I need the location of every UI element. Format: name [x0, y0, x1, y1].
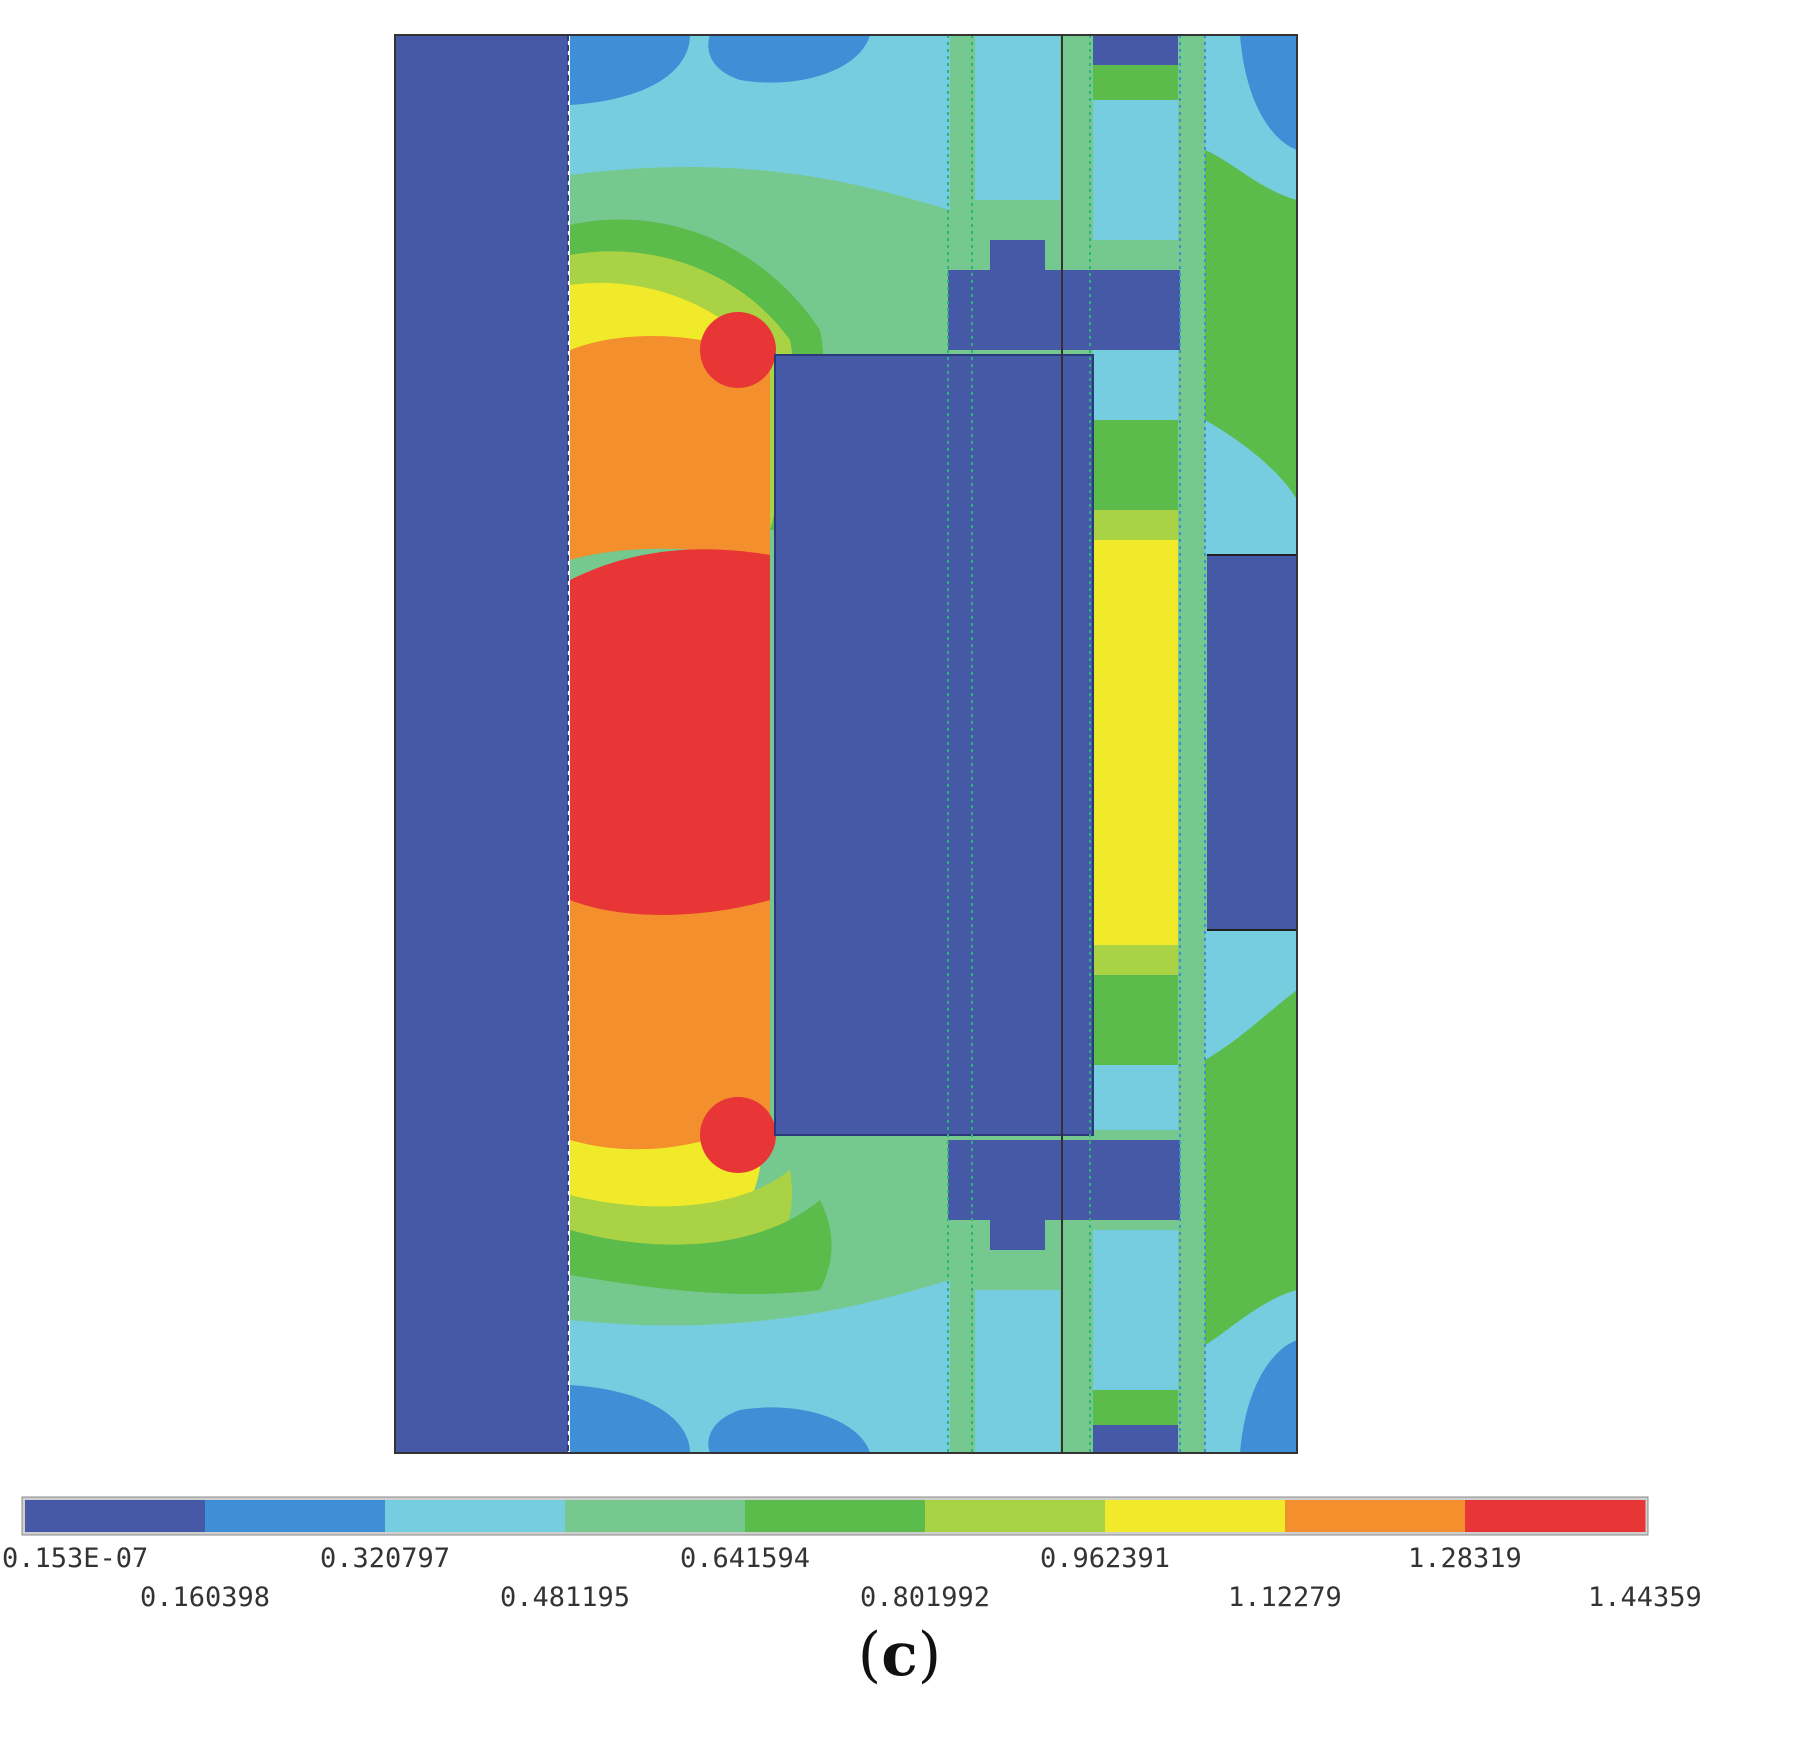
colorbar-tick-label-2: 0.160398	[140, 1582, 271, 1613]
upper-left-slot-tip	[975, 200, 1060, 240]
lower-pole-piece	[948, 1140, 1180, 1220]
contour-zone-red-center	[570, 549, 770, 945]
contour-zone-green-lower	[570, 1200, 832, 1295]
colorbar-tick-label-4: 0.481195	[500, 1582, 631, 1613]
right-coil-upper-green	[1093, 420, 1178, 510]
field-contours	[570, 35, 1297, 1453]
right-coil-lower-green	[1093, 975, 1178, 1065]
colorbar-tick-label-6: 0.801992	[860, 1582, 991, 1613]
colorbar-segment-4	[565, 1500, 746, 1532]
upper-pole-piece	[948, 270, 1180, 350]
colorbar-tick-label-7: 0.962391	[1040, 1543, 1171, 1574]
contour-zone-olive-lower	[570, 1170, 792, 1252]
right-coil-lower-light	[1093, 1065, 1178, 1130]
right-coil-yellow-band	[1093, 540, 1178, 945]
contour-zone-blue-lower-mid	[708, 1407, 870, 1453]
colorbar-segment-9	[1465, 1500, 1646, 1532]
bottom-right-cap	[1093, 1425, 1178, 1453]
colorbar-segment-7	[1105, 1500, 1286, 1532]
panel-label: (c)	[857, 1620, 942, 1690]
contour-zone-orange-upper	[570, 336, 770, 560]
colorbar-tick-label-10: 1.44359	[1588, 1582, 1702, 1613]
contour-zone-blue-upper-left	[570, 35, 690, 105]
right-coil-upper-light	[1093, 350, 1178, 420]
upper-right-coil-top	[1093, 65, 1178, 100]
colorbar	[21, 1496, 1649, 1536]
domain-frame	[394, 34, 1298, 1454]
colorbar-tick-label-5: 0.641594	[680, 1543, 811, 1574]
contour-zone-light-blue-lower	[570, 1280, 950, 1453]
colorbar-segment-3	[385, 1500, 566, 1532]
contour-zone-light-blue-upper	[570, 35, 950, 210]
colorbar-segment-5	[745, 1500, 926, 1532]
right-yoke	[1207, 555, 1297, 930]
colorbar-segment-8	[1285, 1500, 1466, 1532]
boundary-lines	[567, 35, 1297, 1453]
lower-right-coil-bottom	[1093, 1390, 1178, 1425]
contour-zone-light-blue-right-mid	[1205, 420, 1297, 555]
contour-zone-orange-lower	[570, 900, 770, 1154]
colorbar-tick-label-1: 0.153E-07	[2, 1543, 149, 1574]
colorbar-segment-1	[25, 1500, 206, 1532]
lower-left-slot-tip	[975, 1250, 1060, 1290]
central-armature	[774, 354, 1094, 1136]
contour-zone-blue-upper-mid	[708, 35, 870, 83]
contour-hotspot-lower	[700, 1097, 776, 1173]
colorbar-segment-6	[925, 1500, 1106, 1532]
lower-pole-tab	[990, 1220, 1045, 1250]
colorbar-segment-2	[205, 1500, 386, 1532]
contour-zone-blue-lower-left	[570, 1385, 690, 1453]
contour-zone-light-blue-right-lower	[1205, 930, 1297, 1060]
colorbar-tick-label-8: 1.12279	[1228, 1582, 1342, 1613]
left-core	[395, 35, 568, 1453]
colorbar-tick-label-3: 0.320797	[320, 1543, 451, 1574]
contour-zone-blue-right-upper	[1240, 35, 1297, 150]
contour-zone-blue-right-bottom	[1240, 1340, 1297, 1453]
top-right-cap	[1093, 35, 1178, 65]
colorbar-tick-label-9: 1.28319	[1408, 1543, 1522, 1574]
upper-pole-tab	[990, 240, 1045, 270]
contour-hotspot-upper	[700, 312, 776, 388]
panel-label-letter: c	[881, 1620, 918, 1690]
